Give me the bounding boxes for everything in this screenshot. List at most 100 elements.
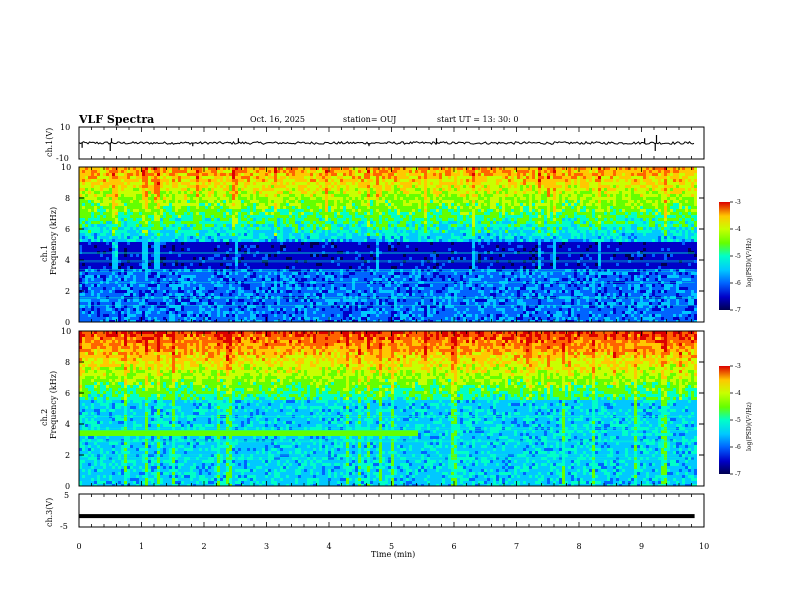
spectrogram-cell	[223, 188, 226, 191]
spectrogram-cell	[208, 260, 211, 263]
spectrogram-cell	[121, 206, 124, 209]
spectrogram-cell	[205, 230, 208, 233]
spectrogram-cell	[199, 320, 202, 322]
spectrogram-cell	[328, 284, 331, 287]
spectrogram-cell	[346, 287, 349, 290]
spectrogram-cell	[253, 173, 256, 176]
spectrogram-cell	[292, 284, 295, 287]
spectrogram-cell	[319, 272, 322, 275]
spectrogram-cell	[169, 308, 172, 311]
spectrogram-cell	[301, 173, 304, 176]
spectrogram-cell	[289, 215, 292, 218]
spectrogram-cell	[256, 245, 259, 248]
spectrogram-cell	[115, 284, 118, 287]
spectrogram-cell	[166, 230, 169, 233]
spectrogram-cell	[163, 293, 166, 296]
spectrogram-cell	[202, 230, 205, 233]
spectrogram-cell	[364, 218, 367, 221]
spectrogram-cell	[334, 203, 337, 206]
spectrogram-cell	[109, 203, 112, 206]
spectrogram-cell	[295, 275, 298, 278]
spectrogram-cell	[187, 200, 190, 203]
spectrogram-cell	[172, 266, 175, 269]
spectrogram-cell	[100, 299, 103, 302]
spectrogram-cell	[313, 218, 316, 221]
spectrogram-cell	[238, 284, 241, 287]
spectrogram-cell	[262, 215, 265, 218]
spectrogram-cell	[208, 203, 211, 206]
spectrogram-cell	[139, 269, 142, 272]
spectrogram-cell	[253, 179, 256, 182]
spectrogram-cell	[112, 320, 115, 322]
spectrogram-cell	[295, 284, 298, 287]
spectrogram-cell	[199, 260, 202, 263]
spectrogram-cell	[241, 227, 244, 230]
spectrogram-cell	[355, 248, 358, 251]
spectrogram-cell	[85, 272, 88, 275]
spectrogram-cell	[148, 188, 151, 191]
spectrogram-cell	[115, 305, 118, 308]
spectrogram-cell	[94, 227, 97, 230]
spectrogram-cell	[205, 269, 208, 272]
spectrogram-cell	[355, 197, 358, 200]
spectrogram-cell	[232, 284, 235, 287]
spectrogram-cell	[178, 227, 181, 230]
spectrogram-cell	[130, 248, 133, 251]
spectrogram-cell	[133, 182, 136, 185]
spectrogram-cell	[148, 269, 151, 272]
spectrogram-cell	[133, 218, 136, 221]
spectrogram-cell	[142, 272, 145, 275]
spectrogram-cell	[205, 317, 208, 320]
spectrogram-cell	[127, 260, 130, 263]
spectrogram-cell	[292, 215, 295, 218]
spectrogram-cell	[331, 278, 334, 281]
spectrogram-cell	[298, 233, 301, 236]
spectrogram-cell	[220, 200, 223, 203]
spectrogram-cell	[271, 209, 274, 212]
spectrogram-cell	[181, 221, 184, 224]
spectrogram-cell	[283, 320, 286, 322]
spectrogram-cell	[157, 320, 160, 322]
spectrogram-cell	[175, 194, 178, 197]
spectrogram-cell	[358, 224, 361, 227]
spectrogram-cell	[289, 236, 292, 239]
spectrogram-cell	[340, 176, 343, 179]
spectrogram-cell	[322, 320, 325, 322]
spectrogram-cell	[250, 242, 253, 245]
spectrogram-cell	[247, 317, 250, 320]
spectrogram-cell	[127, 239, 130, 242]
spectrogram-cell	[307, 254, 310, 257]
spectrogram-cell	[310, 257, 313, 260]
spectrogram-cell	[199, 248, 202, 251]
spectrogram-cell	[286, 203, 289, 206]
spectrogram-cell	[358, 209, 361, 212]
spectrogram-cell	[205, 221, 208, 224]
spectrogram-cell	[298, 221, 301, 224]
spectrogram-cell	[232, 248, 235, 251]
spectrogram-cell	[355, 167, 358, 170]
spectrogram-cell	[361, 227, 364, 230]
spectrogram-cell	[139, 185, 142, 188]
spectrogram-cell	[310, 185, 313, 188]
spectrogram-cell	[232, 311, 235, 314]
spectrogram-cell	[229, 317, 232, 320]
spectrogram-cell	[250, 191, 253, 194]
spectrogram-cell	[355, 230, 358, 233]
spectrogram-cell	[268, 269, 271, 272]
spectrogram-cell	[340, 299, 343, 302]
spectrogram-cell	[172, 227, 175, 230]
spectrogram-cell	[187, 194, 190, 197]
spectrogram-cell	[88, 212, 91, 215]
spectrogram-cell	[88, 269, 91, 272]
spectrogram-cell	[196, 176, 199, 179]
spectrogram-cell	[145, 272, 148, 275]
spectrogram-cell	[295, 239, 298, 242]
spectrogram-cell	[193, 221, 196, 224]
spectrogram-cell	[181, 230, 184, 233]
spectrogram-cell	[211, 308, 214, 311]
spectrogram-cell	[337, 224, 340, 227]
spectrogram-cell	[244, 314, 247, 317]
spectrogram-cell	[148, 311, 151, 314]
spectrogram-cell	[136, 191, 139, 194]
spectrogram-cell	[313, 194, 316, 197]
